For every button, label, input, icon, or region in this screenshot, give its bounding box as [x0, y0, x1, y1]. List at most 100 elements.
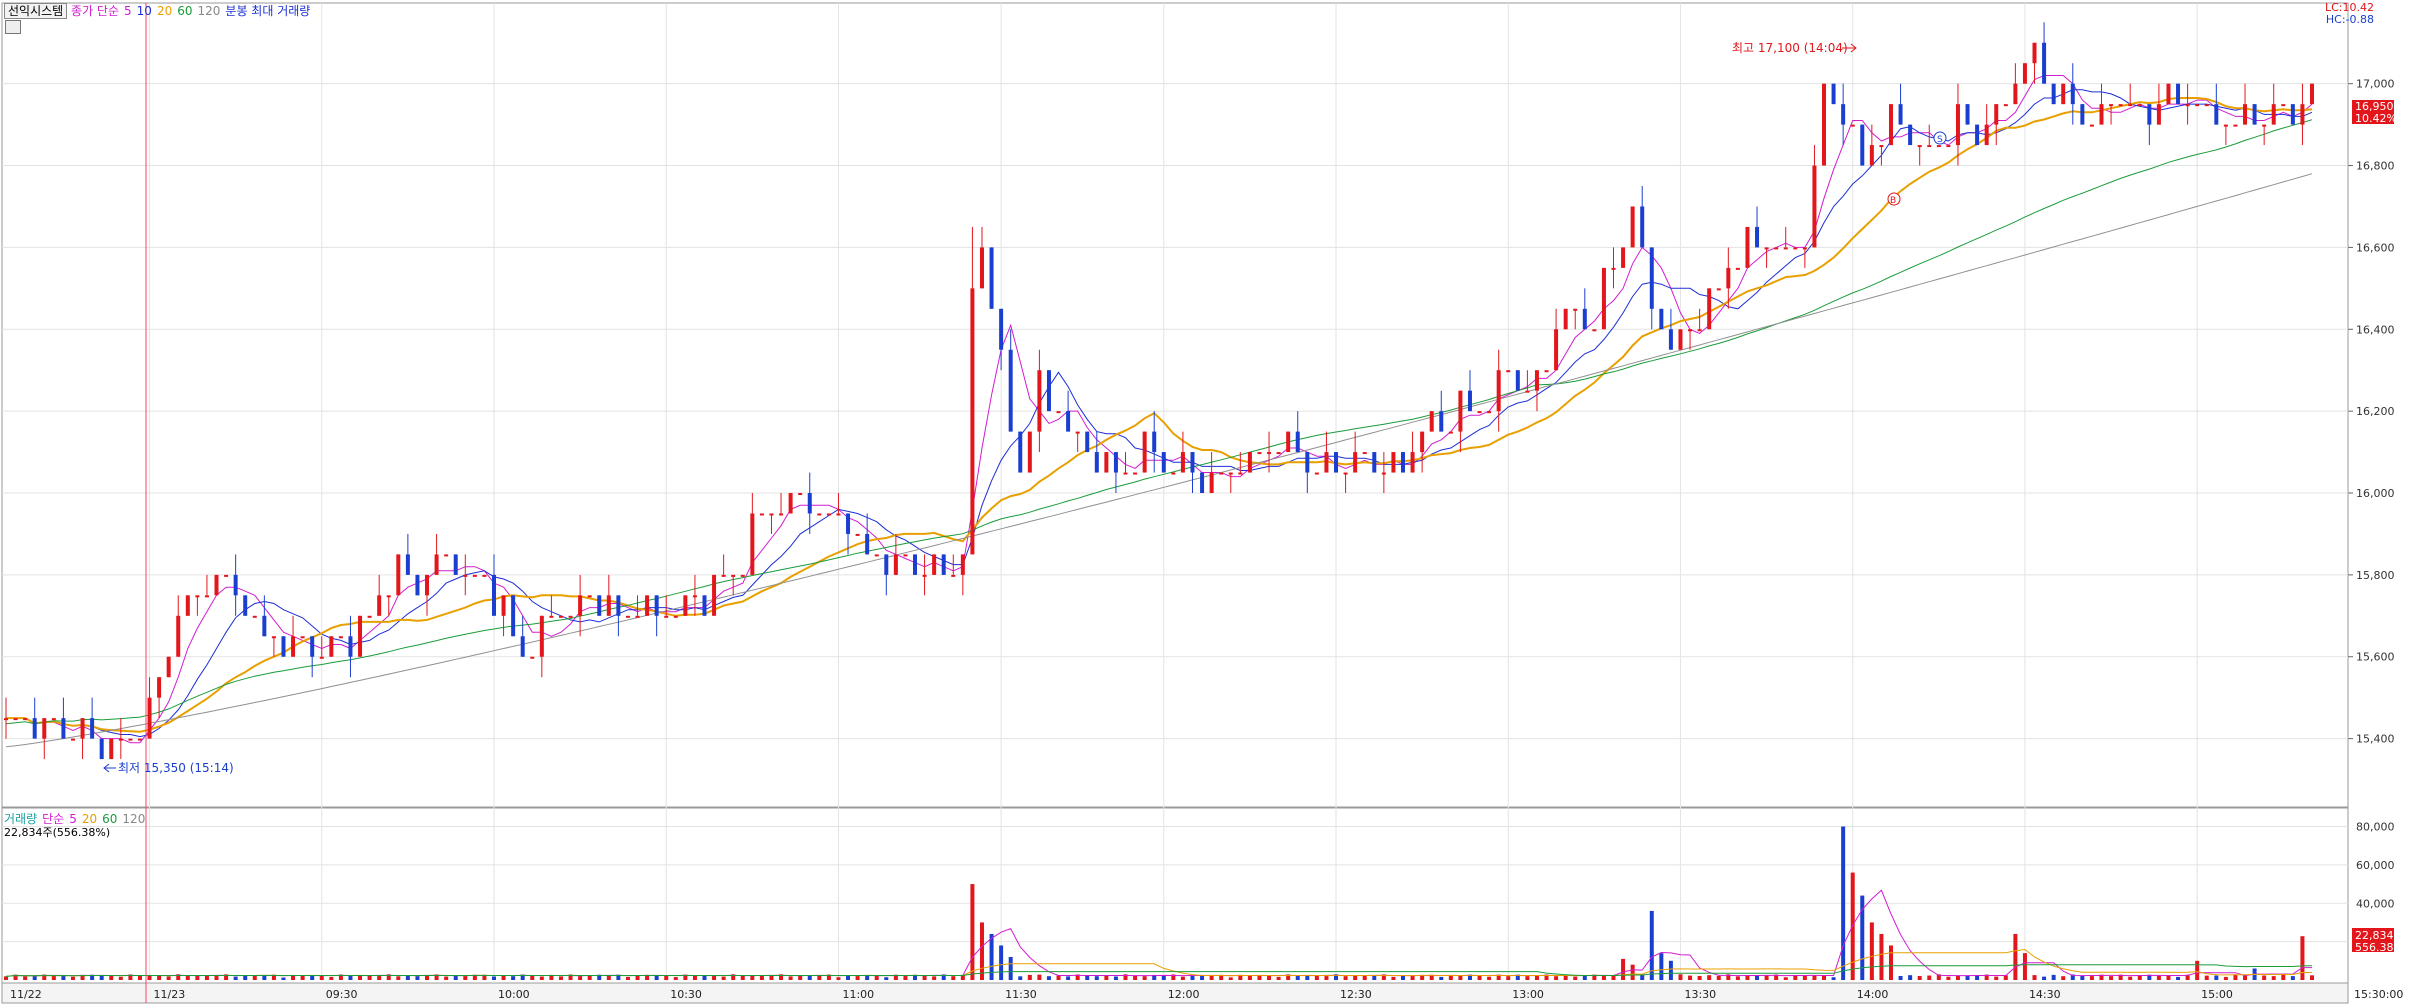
volume-legend-item[interactable]: 단순	[42, 812, 65, 826]
candle-body	[157, 677, 162, 698]
volume-bars	[4, 826, 2314, 980]
candle-body	[2252, 104, 2257, 125]
candle-body	[2195, 104, 2200, 107]
candle-body	[1420, 431, 1425, 453]
volume-bar	[1869, 922, 1874, 980]
candle-body	[568, 615, 573, 618]
candle-body	[329, 636, 334, 657]
volume-bar	[1276, 976, 1281, 980]
candle-body	[2061, 83, 2066, 105]
volume-bar	[645, 974, 650, 980]
candle-body	[2310, 83, 2314, 105]
candle-body	[1879, 145, 1884, 148]
volume-bar	[2300, 936, 2305, 980]
price-legend-item[interactable]: 120	[197, 4, 221, 18]
candle-body	[2042, 42, 2047, 84]
volume-bar	[1955, 975, 1960, 980]
candle-body	[1688, 329, 1693, 332]
volume-bar	[759, 975, 764, 980]
candle-body	[243, 595, 248, 616]
volume-bar	[750, 975, 755, 980]
volume-bar	[128, 974, 133, 980]
candle-body	[2262, 124, 2267, 127]
volume-bar	[702, 975, 707, 980]
price-legend-item[interactable]: 60	[177, 4, 193, 18]
volume-bar	[252, 975, 257, 980]
volume-bar	[157, 975, 162, 980]
system-label[interactable]: 선익시스템	[4, 3, 68, 19]
candle-body	[118, 738, 123, 741]
volume-bar	[310, 975, 315, 980]
volume-bar	[1649, 910, 1654, 980]
volume-bar	[1104, 975, 1109, 980]
volume-bar	[2022, 953, 2027, 980]
candle-body	[970, 288, 975, 555]
candle-body	[1487, 411, 1492, 414]
volume-bar	[1697, 975, 1702, 980]
volume-bar	[329, 976, 334, 980]
price-tick-label: 15,600	[2356, 651, 2395, 664]
candle-body	[61, 718, 66, 739]
volume-bar	[2147, 974, 2152, 980]
volume-bar	[1123, 974, 1128, 980]
volume-bar	[1764, 975, 1769, 980]
volume-bar	[1027, 974, 1032, 980]
volume-bar	[1841, 826, 1846, 980]
volume-summary: 22,834주(556.38%)	[4, 826, 111, 839]
volume-bar	[233, 976, 238, 980]
volume-bar	[836, 977, 841, 980]
volume-bar	[1735, 976, 1740, 980]
candle-body	[23, 718, 28, 721]
volume-bar	[903, 975, 908, 980]
volume-bar	[2118, 974, 2123, 980]
volume-bar	[1802, 975, 1807, 980]
candle-body	[1630, 206, 1635, 248]
volume-bar	[1563, 974, 1568, 980]
candle-body	[1793, 247, 1798, 250]
panel-menu-button[interactable]	[5, 20, 21, 34]
candle-body	[1582, 308, 1587, 330]
volume-legend-item[interactable]: 60	[102, 812, 118, 826]
volume-legend-item[interactable]: 5	[69, 812, 77, 826]
candle-body	[2271, 104, 2276, 125]
volume-bar	[530, 975, 535, 980]
volume-bar	[578, 976, 583, 980]
candle-body	[367, 615, 372, 618]
hc-label: HC:-0.88	[2325, 13, 2374, 26]
candle-body	[1305, 452, 1310, 473]
candle-body	[1908, 124, 1913, 146]
price-legend-item[interactable]: 10	[136, 4, 152, 18]
price-legend-item[interactable]: 분봉 최대 거래량	[225, 4, 311, 18]
candle-body	[1400, 452, 1405, 473]
volume-bar	[1726, 974, 1731, 980]
candle-body	[606, 595, 611, 616]
volume-bar	[1582, 975, 1587, 980]
volume-bar	[1018, 976, 1023, 980]
candle-body	[90, 718, 95, 739]
price-legend-item[interactable]: 종가 단순	[71, 4, 120, 18]
volume-bar	[1113, 976, 1118, 980]
candle-body	[989, 247, 994, 309]
volume-bar	[960, 974, 965, 980]
candle-body	[109, 738, 114, 760]
volume-bar	[1822, 975, 1827, 980]
candle-body	[405, 554, 410, 575]
price-legend-item[interactable]: 5	[124, 4, 132, 18]
candle-body	[1324, 452, 1329, 473]
volume-bar	[597, 974, 602, 980]
price-legend-item[interactable]: 20	[156, 4, 173, 18]
candle-body	[2300, 104, 2305, 125]
volume-legend-item[interactable]: 20	[81, 812, 98, 826]
volume-bar	[1448, 974, 1453, 980]
volume-legend-item[interactable]: 거래량	[4, 812, 38, 826]
volume-bar	[176, 974, 181, 980]
volume-legend-item[interactable]: 120	[122, 812, 146, 826]
candle-body	[377, 595, 382, 616]
candle-body	[1946, 145, 1951, 148]
volume-bar	[1774, 974, 1779, 980]
volume-bar	[338, 974, 343, 980]
volume-bar	[1247, 975, 1252, 980]
volume-bar	[1917, 975, 1922, 980]
candle-body	[1563, 308, 1568, 330]
